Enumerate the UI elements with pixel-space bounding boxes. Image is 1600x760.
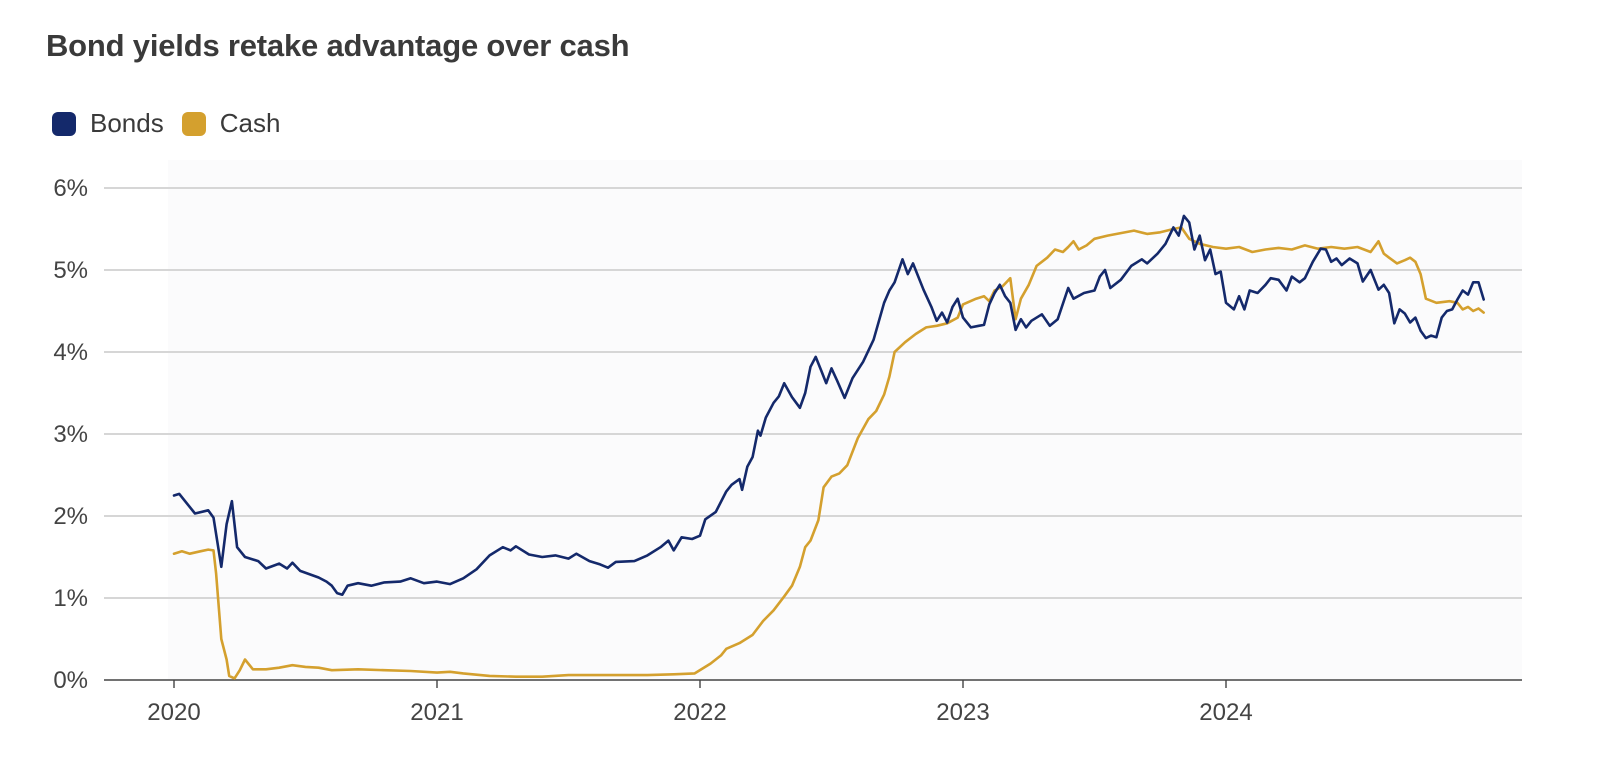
y-tick-label: 3%	[53, 421, 88, 448]
y-tick-label: 4%	[53, 339, 88, 366]
plot-area	[168, 160, 1522, 680]
legend-swatch-cash	[181, 111, 206, 136]
y-tick-label: 2%	[53, 503, 88, 530]
chart-title: Bond yields retake advantage over cash	[46, 28, 630, 63]
y-tick-label: 0%	[53, 667, 88, 694]
series-line-bonds	[172, 214, 1485, 596]
y-tick-label: 5%	[53, 257, 88, 284]
x-tick-label: 2021	[410, 699, 463, 726]
x-tick-label: 2022	[673, 699, 726, 726]
legend-item-bonds: Bonds	[52, 108, 164, 139]
chart-legend: Bonds Cash	[52, 108, 298, 139]
x-tick-label: 2020	[147, 699, 200, 726]
x-tick-label: 2024	[1199, 699, 1252, 726]
x-tick-label: 2023	[936, 699, 989, 726]
legend-label-cash: Cash	[219, 108, 281, 138]
legend-item-cash: Cash	[181, 108, 281, 139]
y-tick-label: 1%	[53, 585, 88, 612]
legend-swatch-bonds	[52, 111, 76, 136]
y-tick-label: 6%	[53, 175, 88, 202]
series-line-cash	[172, 226, 1485, 680]
legend-label-bonds: Bonds	[90, 108, 164, 138]
